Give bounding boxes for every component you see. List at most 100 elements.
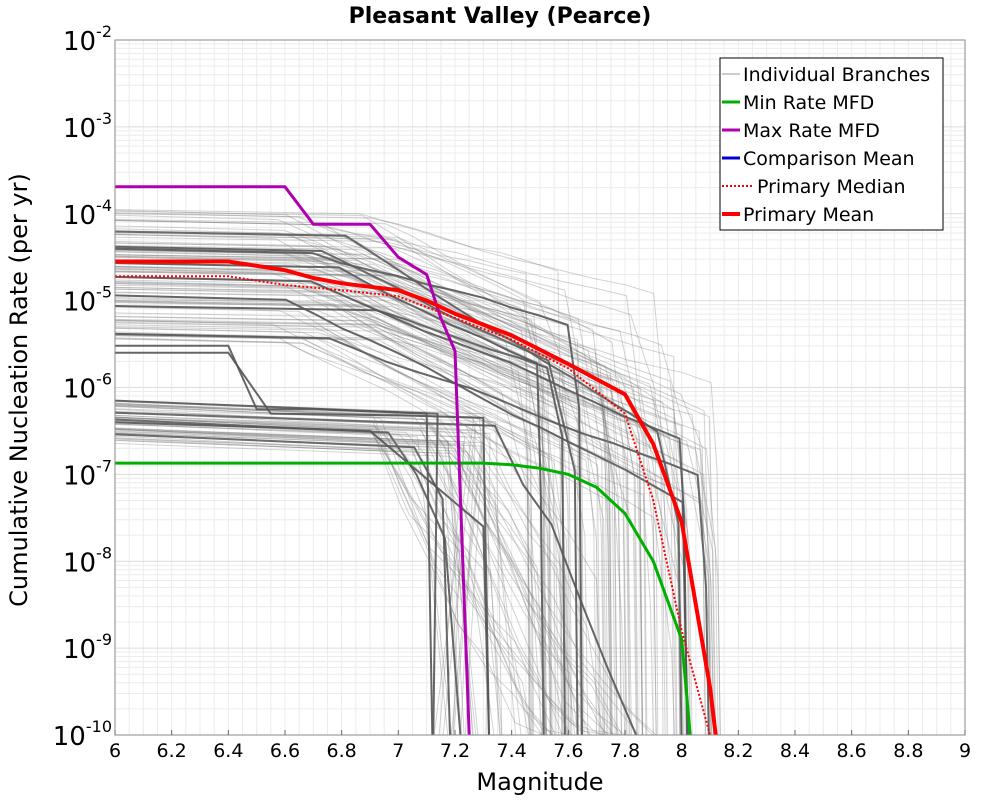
branch-line (114, 327, 685, 736)
x-tick-label: 7.4 (497, 740, 527, 762)
branch-line (114, 291, 547, 736)
branch-line (114, 423, 466, 736)
branch-line (114, 256, 582, 736)
y-tick-label: 10-3 (63, 109, 112, 144)
primary-median-line (115, 275, 711, 736)
branch-line (114, 331, 559, 736)
branch-line (114, 210, 681, 736)
branch-line (114, 302, 631, 736)
branch-line (114, 332, 564, 736)
branch-line (114, 400, 604, 736)
branch-line (115, 344, 434, 736)
branch-line (114, 319, 552, 736)
branch-line (114, 268, 713, 736)
y-tick-label: 10-6 (63, 370, 112, 405)
branch-line (114, 284, 644, 736)
branch-line (114, 432, 483, 736)
y-axis-ticks: 10-2 10-3 10-4 10-5 10-6 10-7 10-8 10-9 10-10 (53, 22, 112, 752)
branch-line (114, 402, 613, 736)
branch-line (114, 440, 547, 736)
x-tick-label: 7.8 (610, 740, 640, 762)
branch-line (114, 406, 651, 736)
branch-line (114, 262, 545, 736)
branch-line (114, 230, 613, 736)
branch-line (114, 319, 533, 736)
branch-line (114, 320, 691, 736)
x-axis-ticks: 6 6.2 6.4 6.6 6.8 7 7.2 7.4 7.6 7.8 8 8.2 8.4 8.6 8.8 9 (109, 730, 971, 762)
x-tick-label: 6 (109, 740, 121, 762)
branch-line (114, 247, 583, 736)
branch-line (114, 282, 607, 736)
branch-line (114, 225, 706, 736)
branch-line (114, 299, 568, 736)
plot-frame (114, 39, 966, 736)
branch-line (114, 265, 716, 736)
legend-label: Max Rate MFD (743, 120, 880, 142)
branch-line (114, 428, 473, 736)
branch-line (114, 335, 675, 736)
series-layer (115, 185, 718, 736)
legend-label: Individual Branches (743, 64, 930, 86)
branch-line (114, 403, 462, 736)
max-rate-mfd-line (115, 185, 471, 736)
branch-line (114, 321, 570, 736)
branch-line (114, 332, 710, 736)
branch-line (114, 432, 579, 736)
branch-line (114, 338, 712, 736)
x-tick-label: 7 (392, 740, 404, 762)
branch-line (114, 300, 572, 736)
branch-line (114, 297, 612, 736)
branch-line (114, 220, 544, 736)
branch-line (114, 428, 465, 736)
branch-line (114, 305, 563, 736)
branch-line (114, 327, 557, 736)
branch-line (114, 416, 556, 736)
branch-line (114, 412, 517, 736)
branch-line (114, 305, 566, 736)
legend-label: Primary Mean (743, 204, 874, 226)
branch-line (114, 279, 628, 736)
branch-line (114, 232, 566, 736)
branch-line (114, 242, 691, 736)
branch-line (114, 251, 721, 736)
branch-line (114, 270, 618, 736)
branch-line (114, 404, 548, 736)
y-tick-label: 10-7 (63, 456, 112, 491)
y-axis-label: Cumulative Nucleation Rate (per yr) (5, 173, 33, 607)
branch-line (114, 334, 583, 736)
branch-line (114, 411, 568, 736)
branch-line (114, 236, 530, 736)
x-tick-label: 7.6 (553, 740, 583, 762)
branch-line (114, 315, 638, 736)
branch-line (114, 410, 576, 736)
branch-line (114, 418, 501, 736)
min-rate-mfd-line (115, 461, 692, 736)
branch-line (114, 333, 626, 736)
branch-line (114, 259, 582, 736)
branch-line (114, 228, 648, 736)
branch-line (114, 268, 597, 736)
branch-line (114, 423, 449, 736)
branch-line (114, 234, 643, 736)
branch-line (114, 427, 465, 736)
branch-line (114, 312, 677, 736)
branch-line (114, 411, 621, 736)
branch-line (114, 429, 474, 736)
branch-line (114, 249, 547, 736)
branch-line (114, 324, 600, 736)
branch-line (114, 305, 605, 736)
branch-line (114, 335, 688, 736)
x-tick-label: 7.2 (440, 740, 470, 762)
chart-title: Pleasant Valley (Pearce) (349, 4, 652, 29)
branch-line (114, 288, 552, 736)
x-tick-label: 8.4 (780, 740, 810, 762)
branch-line (114, 266, 601, 736)
branch-line (114, 210, 681, 736)
branch-line (114, 219, 659, 736)
branch-line (114, 429, 482, 736)
branch-line (114, 271, 585, 736)
y-tick-label: 10-5 (63, 283, 112, 318)
branch-line (114, 411, 476, 736)
branch-line (114, 427, 479, 736)
